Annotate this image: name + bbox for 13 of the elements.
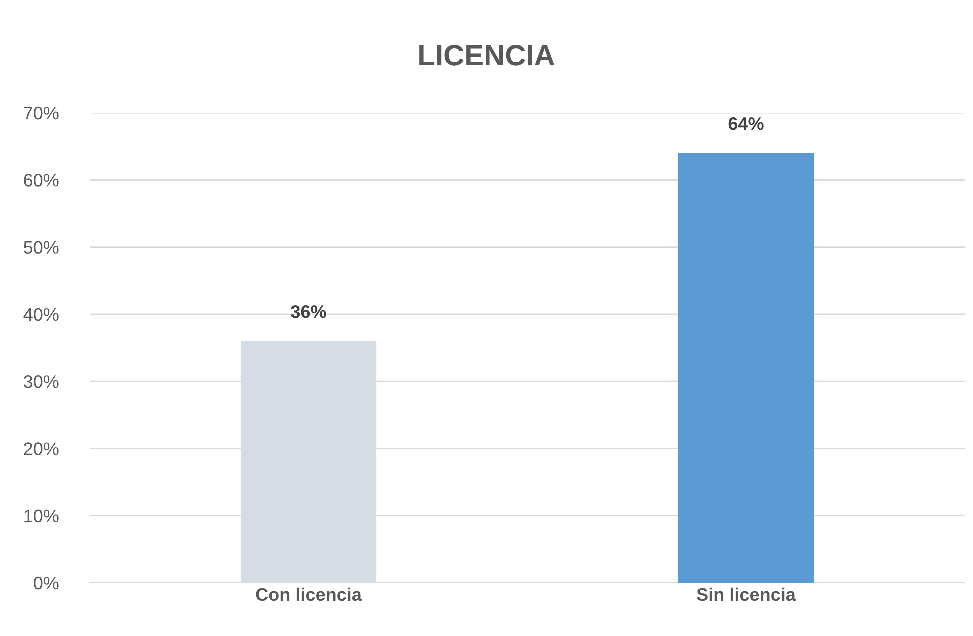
x-tick-label: Con licencia [256,588,362,602]
y-tick-label: 70% [24,106,59,120]
y-tick-label: 50% [24,241,59,254]
y-tick-label: 40% [24,308,59,322]
x-tick-label: Sin licencia [697,588,796,602]
chart-title: LICENCIA [420,45,555,66]
y-tick-label: 30% [24,376,59,388]
y-tick-label: 20% [24,442,59,456]
data-label: 64% [728,117,764,130]
y-tick-label: 60% [24,174,59,187]
data-label: 36% [291,305,326,318]
y-tick-label: 10% [24,510,59,523]
y-tick-label: 0% [34,576,59,590]
